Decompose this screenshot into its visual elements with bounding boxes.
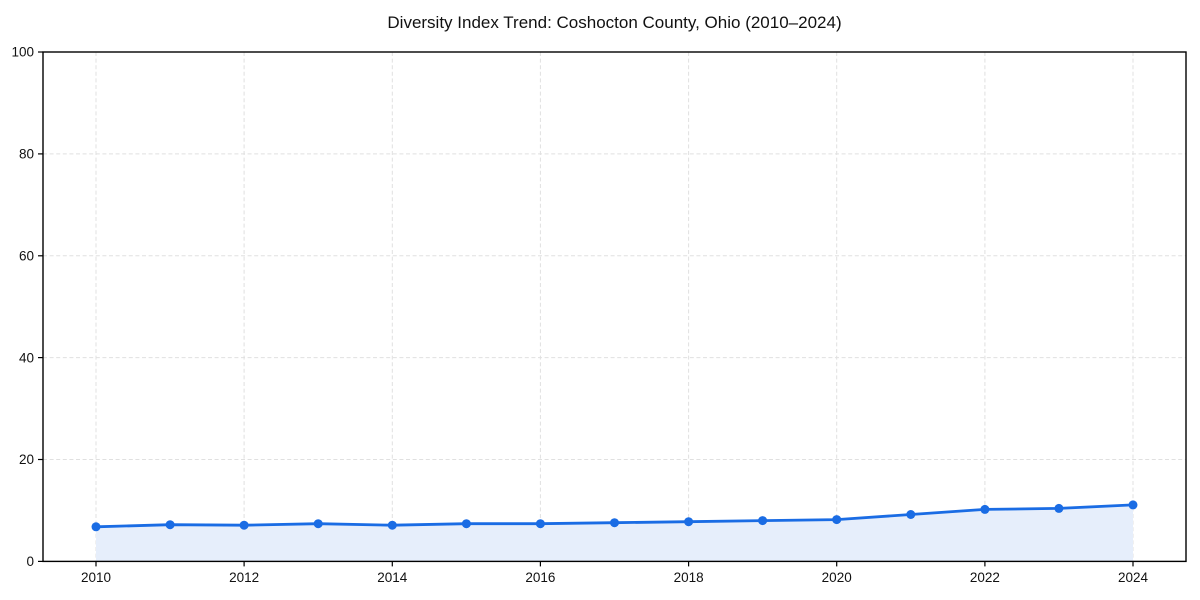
y-tick-label: 80 [19, 147, 34, 162]
data-point [906, 510, 916, 519]
data-point [832, 515, 842, 525]
data-point [1054, 503, 1064, 513]
x-tick-label: 2016 [525, 570, 555, 585]
y-tick-label: 100 [11, 45, 34, 60]
data-point [535, 519, 545, 529]
data-point [758, 516, 768, 526]
data-point [239, 520, 249, 530]
data-point [461, 519, 471, 529]
data-point [313, 519, 323, 529]
chart-title: Diversity Index Trend: Coshocton County,… [387, 13, 842, 32]
x-tick-label: 2012 [229, 570, 259, 585]
y-tick-label: 40 [19, 350, 34, 365]
data-point [610, 518, 619, 528]
data-point [980, 504, 990, 514]
x-tick-label: 2010 [81, 570, 111, 585]
data-point [387, 520, 397, 530]
y-tick-label: 0 [26, 554, 34, 569]
x-tick-label: 2014 [377, 570, 408, 585]
x-tick-label: 2024 [1118, 570, 1149, 585]
data-point [684, 517, 694, 527]
y-tick-label: 60 [19, 249, 34, 264]
data-point [91, 522, 101, 532]
area-fill [96, 504, 1133, 562]
x-tick-label: 2022 [970, 570, 1000, 585]
data-point [1128, 500, 1138, 510]
plot-border [42, 51, 1187, 563]
x-tick-label: 2018 [674, 570, 704, 585]
y-tick-label: 20 [19, 452, 34, 467]
x-tick-label: 2020 [822, 570, 852, 585]
data-point [165, 520, 175, 530]
